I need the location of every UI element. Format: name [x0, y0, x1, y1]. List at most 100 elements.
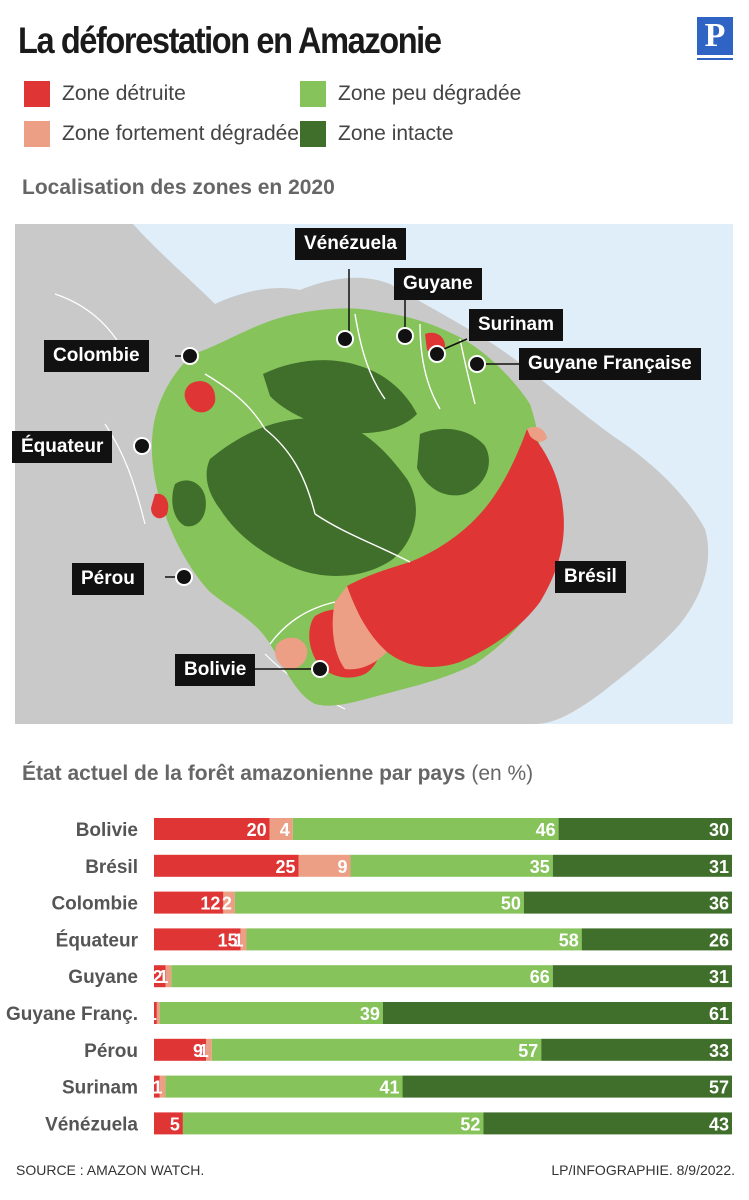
bar-segment-intact [558, 818, 732, 840]
bar-value-label: 46 [536, 820, 556, 840]
bar-segment-intact [402, 1075, 732, 1098]
category-label: Pérou [84, 1041, 138, 1062]
legend-swatch-heavily-degraded [24, 121, 50, 147]
bar-value-label: 61 [709, 1004, 729, 1024]
bar-value-label: 66 [530, 967, 550, 987]
bar-value-label: 26 [709, 930, 729, 950]
bar-segment-slightly-degraded [246, 928, 582, 951]
bar-value-label: 33 [709, 1041, 729, 1061]
legend-item-destroyed: Zone détruite [24, 81, 186, 107]
category-label: Colombie [51, 894, 138, 915]
bar-value-label: 31 [709, 967, 729, 987]
bar-segment-destroyed [154, 891, 224, 914]
bar-segment-intact [552, 854, 732, 877]
map-label-bolivie: Bolivie [175, 654, 256, 686]
bar-segment-intact [523, 891, 732, 914]
bar-value-label: 15 [218, 930, 238, 950]
bar-value-label: 1 [158, 967, 168, 987]
bar-value-label: 31 [709, 857, 729, 877]
bar-value-label: 57 [709, 1078, 729, 1098]
publisher-logo: P [697, 17, 733, 55]
bar-segment-destroyed [154, 1112, 183, 1135]
bar-segment-slightly-degraded [211, 1038, 542, 1061]
legend-label-destroyed: Zone détruite [62, 82, 186, 105]
bar-value-label: 43 [709, 1114, 729, 1134]
location-dots [133, 327, 486, 678]
bar-segment-slightly-degraded [234, 891, 524, 914]
bar-value-label: 58 [559, 930, 579, 950]
bar-segment-destroyed [154, 854, 299, 877]
bar-value-label: 9 [193, 1041, 203, 1061]
bar-segment-destroyed [154, 818, 270, 840]
amazon-map [15, 224, 733, 724]
country-borders [204, 313, 476, 645]
bar-segment-destroyed [154, 1002, 157, 1024]
bar-segment-destroyed [154, 1075, 160, 1098]
legend-swatch-slightly-degraded [300, 81, 326, 107]
bar-segment-slightly-degraded [171, 965, 553, 988]
map-label-bresil: Brésil [555, 561, 626, 593]
map-label-surinam: Surinam [469, 309, 564, 341]
legend-label-heavily-degraded: Zone fortement dégradée [62, 122, 299, 145]
page-title: La déforestation en Amazonie [18, 20, 442, 61]
bar-value-label: 1 [153, 1078, 163, 1098]
bar-value-label: 20 [247, 820, 267, 840]
map-label-perou: Pérou [72, 563, 144, 595]
bar-segment-intact [541, 1038, 732, 1061]
category-label: Guyane Franç. [6, 1004, 138, 1025]
bar-segment-slightly-degraded [292, 818, 559, 840]
legend-item-slightly-degraded: Zone peu dégradée [300, 81, 521, 107]
bar-segment-heavily-degraded [240, 928, 247, 951]
chart-title: État actuel de la forêt amazonienne par … [22, 762, 533, 786]
bar-value-label: 25 [275, 857, 295, 877]
legend-label-intact: Zone intacte [338, 122, 454, 145]
bar-value-label: 39 [360, 1004, 380, 1024]
bar-segment-heavily-degraded [159, 1075, 166, 1098]
bar-segment-intact [552, 965, 732, 988]
bar-segment-intact [483, 1112, 732, 1135]
bar-value-label: 36 [709, 894, 729, 914]
bar-value-label: 41 [380, 1078, 400, 1098]
source-note: SOURCE : AMAZON WATCH. [16, 1162, 205, 1178]
chart-title-main: État actuel de la forêt amazonienne par … [22, 762, 466, 785]
category-label: Surinam [62, 1078, 138, 1099]
amazon-basin [151, 308, 564, 706]
bar-value-label: 5 [170, 1114, 180, 1134]
bar-value-label: 1 [199, 1041, 209, 1061]
logo-underline [697, 58, 733, 60]
bar-value-label: 9 [338, 857, 348, 877]
bar-segment-heavily-degraded [223, 891, 235, 914]
bar-segment-heavily-degraded [298, 854, 351, 877]
bar-value-label: 1 [147, 1004, 157, 1024]
map-label-guyane: Guyane [394, 268, 482, 300]
category-label: Brésil [85, 857, 138, 878]
bar-value-label: 30 [709, 820, 729, 840]
map-label-colombie: Colombie [44, 340, 149, 372]
bar-value-label: 12 [200, 894, 220, 914]
bar-segment-destroyed [154, 928, 241, 951]
category-label: Bolivie [76, 820, 138, 841]
bar-segment-destroyed [154, 1038, 207, 1061]
category-label: Guyane [68, 967, 138, 988]
bar-value-label: 2 [153, 967, 163, 987]
legend-item-intact: Zone intacte [300, 121, 454, 147]
credit-note: LP/INFOGRAPHIE. 8/9/2022. [551, 1162, 735, 1178]
legend-swatch-intact [300, 121, 326, 147]
bar-value-label: 1 [147, 1078, 157, 1098]
bar-value-label: 35 [530, 857, 550, 877]
bar-segment-heavily-degraded [156, 1002, 160, 1024]
bar-segment-heavily-degraded [165, 965, 172, 988]
bar-value-label: 2 [222, 894, 232, 914]
bar-segment-slightly-degraded [182, 1112, 484, 1135]
bar-segment-slightly-degraded [350, 854, 553, 877]
map-label-venezuela: Vénézuela [295, 228, 406, 260]
bar-value-label: 50 [501, 894, 521, 914]
legend-label-slightly-degraded: Zone peu dégradée [338, 82, 522, 105]
bar-segment-slightly-degraded [159, 1002, 383, 1024]
category-label: Équateur [56, 929, 139, 951]
bar-value-label: 1 [233, 930, 243, 950]
bar-segment-slightly-degraded [165, 1075, 403, 1098]
bar-segment-heavily-degraded [206, 1038, 212, 1061]
bar-value-label: 52 [460, 1114, 480, 1134]
bar-value-label: 4 [280, 820, 290, 840]
